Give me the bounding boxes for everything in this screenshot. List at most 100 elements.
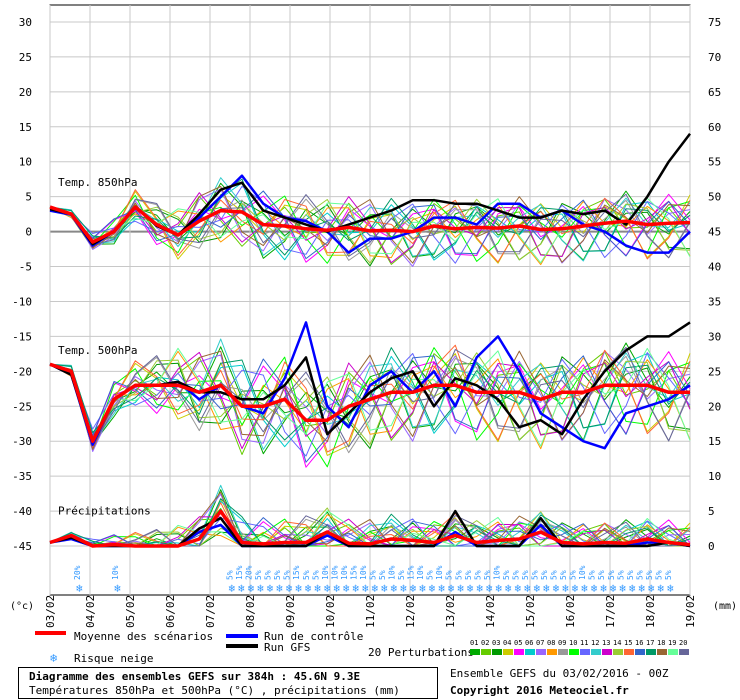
legend-gfs-label: Run GFS bbox=[264, 641, 310, 654]
snowflake-icon: ❄ bbox=[534, 582, 541, 595]
legend-pert-swatch bbox=[679, 649, 689, 655]
ensemble-run: Ensemble GEFS du 03/02/2016 - 00Z bbox=[450, 667, 669, 680]
snow-risk-label: 15% bbox=[235, 565, 244, 580]
snowflake-icon: ❄ bbox=[572, 582, 579, 595]
snowflake-icon: ❄ bbox=[286, 582, 293, 595]
perturbation-500 bbox=[49, 347, 691, 468]
legend-pert-swatch bbox=[547, 649, 557, 655]
snowflake-icon: ❄ bbox=[543, 582, 550, 595]
perturbation-850 bbox=[49, 190, 691, 260]
snow-risk-label: 5% bbox=[588, 570, 597, 580]
snow-risk-label: 10% bbox=[435, 565, 444, 580]
x-tick-label: 16/02 bbox=[564, 595, 577, 628]
perturbation-500 bbox=[49, 355, 691, 463]
snow-risk-label: 5% bbox=[368, 570, 377, 580]
left-tick-label: 0 bbox=[25, 226, 32, 239]
snow-risk-label: 5% bbox=[454, 570, 463, 580]
snow-risk-label: 5% bbox=[550, 570, 559, 580]
left-tick-label: -20 bbox=[12, 365, 32, 378]
left-tick-label: -30 bbox=[12, 435, 32, 448]
perturbation-500 bbox=[49, 355, 691, 454]
snowflake-icon: ❄ bbox=[362, 582, 369, 595]
snowflake-icon: ❄ bbox=[467, 582, 474, 595]
panel-label: Précipitations bbox=[58, 505, 151, 518]
perturbation-500 bbox=[49, 347, 691, 441]
legend-snowflake-icon: ❄ bbox=[50, 651, 57, 665]
snowflake-icon: ❄ bbox=[400, 582, 407, 595]
snow-risk-label: 10% bbox=[321, 565, 330, 580]
right-tick-label: 55 bbox=[708, 156, 721, 169]
snow-risk-label: 5% bbox=[664, 570, 673, 580]
legend-pert-swatch bbox=[668, 649, 678, 655]
snow-risk-label: 5% bbox=[283, 570, 292, 580]
snow-risk-label: 5% bbox=[483, 570, 492, 580]
legend-pert-number: 02 bbox=[481, 639, 489, 647]
footer-subtitle: Températures 850hPa et 500hPa (°C) , pré… bbox=[29, 684, 400, 697]
snow-risk-label: 5% bbox=[540, 570, 549, 580]
snow-risk-label: 10% bbox=[416, 565, 425, 580]
x-tick-label: 14/02 bbox=[484, 595, 497, 628]
x-tick-label: 06/02 bbox=[164, 595, 177, 628]
snow-risk-label: 5% bbox=[559, 570, 568, 580]
snowflake-icon: ❄ bbox=[448, 582, 455, 595]
right-tick-label: 45 bbox=[708, 226, 721, 239]
snowflake-icon: ❄ bbox=[457, 582, 464, 595]
snow-risk-label: 5% bbox=[378, 570, 387, 580]
legend-pert-number: 07 bbox=[536, 639, 544, 647]
right-tick-label: 50 bbox=[708, 191, 721, 204]
snow-risk-label: 5% bbox=[302, 570, 311, 580]
snowflake-icon: ❄ bbox=[429, 582, 436, 595]
legend-pert-swatch bbox=[492, 649, 502, 655]
left-tick-label: -40 bbox=[12, 505, 32, 518]
right-tick-label: 0 bbox=[708, 540, 715, 553]
legend-pert-number: 04 bbox=[503, 639, 511, 647]
snowflake-icon: ❄ bbox=[638, 582, 645, 595]
snowflake-icon: ❄ bbox=[619, 582, 626, 595]
snowflake-icon: ❄ bbox=[295, 582, 302, 595]
left-tick-label: 25 bbox=[19, 51, 32, 64]
snowflake-icon: ❄ bbox=[610, 582, 617, 595]
snow-risk-label: 10% bbox=[388, 565, 397, 580]
x-tick-label: 05/02 bbox=[124, 595, 137, 628]
left-tick-label: -5 bbox=[19, 261, 32, 274]
legend-pert-swatch bbox=[591, 649, 601, 655]
legend-pert-swatch bbox=[646, 649, 656, 655]
snow-risk-label: 15% bbox=[407, 565, 416, 580]
snow-risk-label: 5% bbox=[635, 570, 644, 580]
snowflake-icon: ❄ bbox=[248, 582, 255, 595]
snow-risk-label: 5% bbox=[226, 570, 235, 580]
snowflake-icon: ❄ bbox=[581, 582, 588, 595]
snowflake-icon: ❄ bbox=[276, 582, 283, 595]
snowflake-icon: ❄ bbox=[562, 582, 569, 595]
snow-risk-label: 5% bbox=[473, 570, 482, 580]
snowflake-icon: ❄ bbox=[324, 582, 331, 595]
snow-risk-label: 10% bbox=[578, 565, 587, 580]
snowflake-icon: ❄ bbox=[314, 582, 321, 595]
snow-risk-label: 10% bbox=[359, 565, 368, 580]
snowflake-icon: ❄ bbox=[600, 582, 607, 595]
snow-risk-label: 5% bbox=[311, 570, 320, 580]
legend-pert-number: 10 bbox=[569, 639, 577, 647]
legend-perturbations-label: 20 Perturbations bbox=[368, 646, 474, 659]
snowflake-icon: ❄ bbox=[476, 582, 483, 595]
snow-risk-label: 5% bbox=[569, 570, 578, 580]
left-tick-label: -10 bbox=[12, 295, 32, 308]
x-tick-label: 15/02 bbox=[524, 595, 537, 628]
snowflake-icon: ❄ bbox=[305, 582, 312, 595]
left-tick-label: -45 bbox=[12, 540, 32, 553]
perturbation-850 bbox=[49, 193, 691, 259]
snow-risk-label: 10% bbox=[492, 565, 501, 580]
snow-risk-label: 15% bbox=[349, 565, 358, 580]
legend-pert-swatch bbox=[536, 649, 546, 655]
snow-risk-label: 5% bbox=[464, 570, 473, 580]
snowflake-icon: ❄ bbox=[629, 582, 636, 595]
legend-pert-number: 15 bbox=[624, 639, 632, 647]
perturbation-850 bbox=[49, 177, 691, 262]
right-tick-label: 10 bbox=[708, 470, 721, 483]
right-tick-label: 40 bbox=[708, 261, 721, 274]
copyright: Copyright 2016 Meteociel.fr bbox=[450, 684, 629, 697]
legend-pert-number: 06 bbox=[525, 639, 533, 647]
perturbation-500 bbox=[49, 352, 691, 446]
mean-850 bbox=[49, 205, 691, 244]
